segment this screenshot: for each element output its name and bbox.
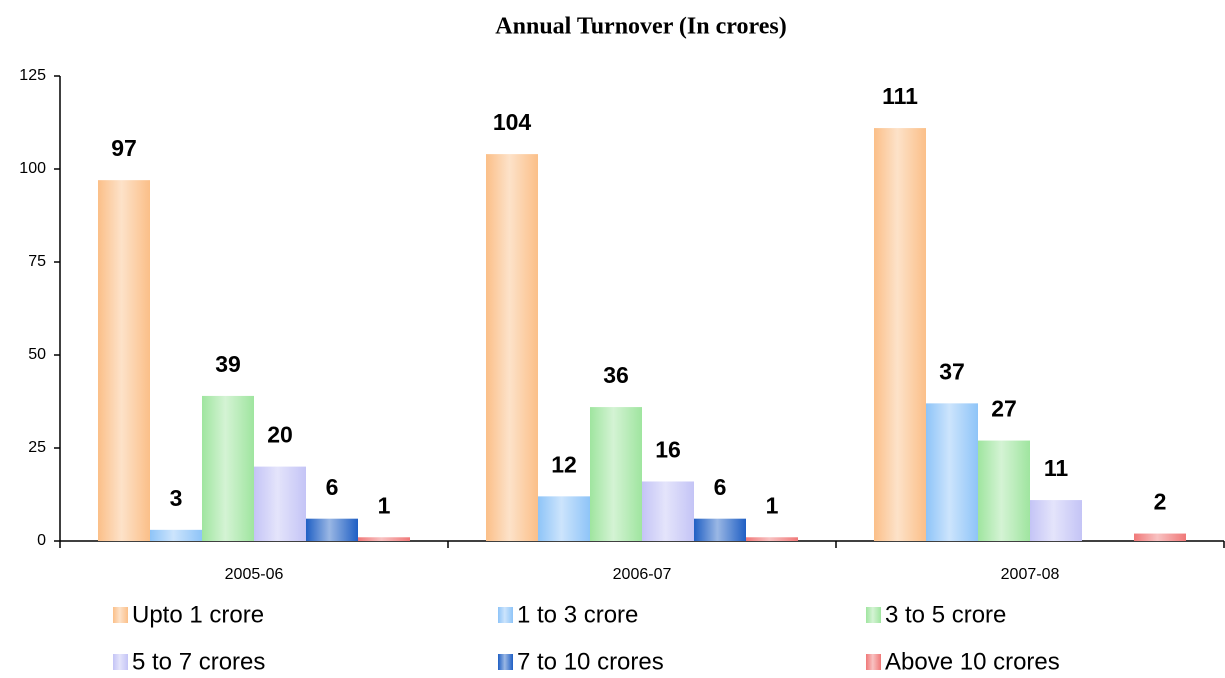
data-label: 111: [882, 83, 918, 109]
legend-swatch: [866, 654, 881, 670]
legend-label: 7 to 10 crores: [517, 648, 664, 675]
y-tick-label: 50: [28, 346, 46, 363]
data-label: 2: [1154, 489, 1167, 515]
data-label: 20: [267, 422, 293, 448]
data-label: 1: [766, 492, 779, 518]
data-label: 36: [603, 362, 629, 388]
legend-label: Upto 1 crore: [132, 601, 264, 628]
data-label: 1: [378, 492, 391, 518]
y-tick-label: 125: [19, 67, 46, 84]
bar: [254, 466, 306, 541]
data-label: 39: [215, 351, 241, 377]
legend-label: Above 10 crores: [885, 648, 1060, 675]
data-label: 37: [939, 358, 965, 384]
data-label: 6: [714, 474, 727, 500]
bar: [358, 537, 410, 541]
legend-swatch: [866, 607, 881, 623]
bar: [926, 403, 978, 541]
data-label: 3: [170, 485, 183, 511]
legend-swatch: [113, 607, 128, 623]
legend-swatch: [498, 607, 513, 623]
bar: [1134, 533, 1186, 541]
data-label: 16: [655, 437, 681, 463]
bar: [694, 518, 746, 541]
bar: [486, 154, 538, 541]
data-label: 6: [326, 474, 339, 500]
bar: [98, 180, 150, 541]
x-tick-label: 2005-06: [225, 566, 284, 583]
x-tick-label: 2006-07: [613, 566, 672, 583]
bar: [150, 529, 202, 541]
y-tick-label: 100: [19, 160, 46, 177]
bar: [978, 440, 1030, 541]
legend-label: 1 to 3 crore: [517, 601, 638, 628]
legend-swatch: [498, 654, 513, 670]
bar: [874, 128, 926, 541]
bar: [538, 496, 590, 541]
y-tick-label: 0: [37, 532, 46, 549]
data-label: 104: [493, 109, 532, 135]
bar: [746, 537, 798, 541]
legend-label: 5 to 7 crores: [132, 648, 265, 675]
chart-title: Annual Turnover (In crores): [495, 14, 786, 40]
bar: [642, 481, 694, 541]
legend-label: 3 to 5 crore: [885, 601, 1006, 628]
x-tick-label: 2007-08: [1001, 566, 1060, 583]
bar: [202, 395, 254, 541]
legend-swatch: [113, 654, 128, 670]
bar: [1030, 500, 1082, 541]
data-label: 97: [111, 135, 137, 161]
data-label: 27: [991, 396, 1017, 422]
data-label: 11: [1044, 455, 1069, 481]
y-tick-label: 25: [28, 439, 46, 456]
y-tick-label: 75: [28, 253, 46, 270]
bar: [590, 407, 642, 541]
bar: [306, 518, 358, 541]
data-label: 12: [551, 451, 577, 477]
